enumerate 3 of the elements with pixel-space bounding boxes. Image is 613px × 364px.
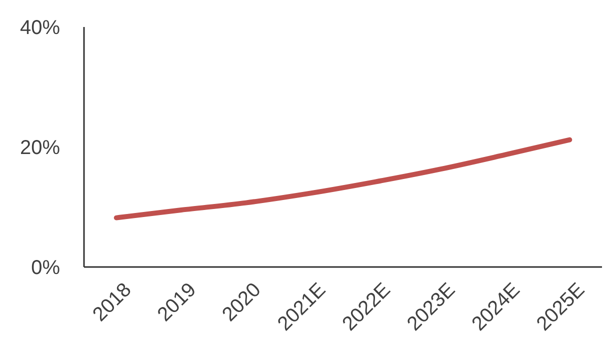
y-tick-label: 0% <box>31 257 60 279</box>
y-tick-label: 40% <box>20 17 60 39</box>
y-tick-label: 20% <box>20 137 60 159</box>
